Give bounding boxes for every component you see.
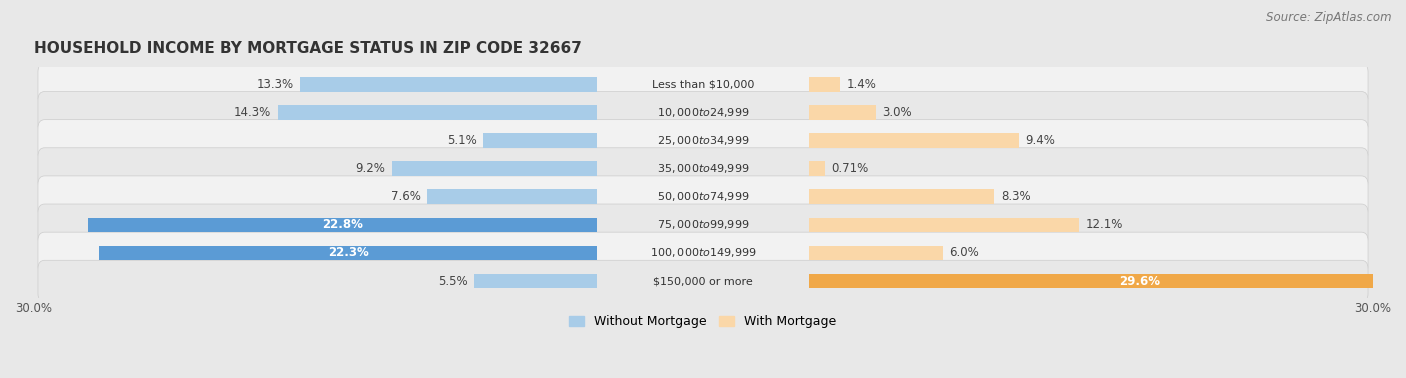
Bar [427, 189, 598, 204]
Text: $100,000 to $149,999: $100,000 to $149,999 [650, 246, 756, 259]
Bar [808, 274, 1406, 288]
Text: 22.3%: 22.3% [328, 246, 368, 259]
Bar [808, 77, 841, 91]
Text: $50,000 to $74,999: $50,000 to $74,999 [657, 190, 749, 203]
Text: 12.1%: 12.1% [1085, 218, 1123, 231]
Text: 22.8%: 22.8% [322, 218, 363, 231]
Bar [301, 77, 598, 91]
Text: 13.3%: 13.3% [256, 78, 294, 91]
Bar [808, 189, 994, 204]
Bar [278, 105, 598, 120]
FancyBboxPatch shape [38, 120, 1368, 161]
Text: 0.71%: 0.71% [831, 162, 869, 175]
Text: $75,000 to $99,999: $75,000 to $99,999 [657, 218, 749, 231]
Text: 1.4%: 1.4% [846, 78, 877, 91]
FancyBboxPatch shape [38, 232, 1368, 274]
FancyBboxPatch shape [38, 204, 1368, 246]
Bar [89, 217, 598, 232]
Text: 7.6%: 7.6% [391, 190, 420, 203]
Text: 5.1%: 5.1% [447, 134, 477, 147]
Legend: Without Mortgage, With Mortgage: Without Mortgage, With Mortgage [564, 310, 842, 333]
Text: Less than $10,000: Less than $10,000 [652, 79, 754, 89]
Text: Source: ZipAtlas.com: Source: ZipAtlas.com [1267, 11, 1392, 24]
FancyBboxPatch shape [38, 91, 1368, 133]
Text: 8.3%: 8.3% [1001, 190, 1031, 203]
Text: 5.5%: 5.5% [437, 274, 468, 288]
Text: 9.2%: 9.2% [356, 162, 385, 175]
Bar [808, 133, 1019, 148]
Bar [474, 274, 598, 288]
FancyBboxPatch shape [38, 64, 1368, 105]
Text: 6.0%: 6.0% [949, 246, 980, 259]
Text: 29.6%: 29.6% [1119, 274, 1160, 288]
Text: 3.0%: 3.0% [883, 106, 912, 119]
Bar [808, 246, 943, 260]
FancyBboxPatch shape [38, 176, 1368, 217]
Bar [808, 161, 825, 176]
Bar [808, 105, 876, 120]
Bar [100, 246, 598, 260]
Text: HOUSEHOLD INCOME BY MORTGAGE STATUS IN ZIP CODE 32667: HOUSEHOLD INCOME BY MORTGAGE STATUS IN Z… [34, 42, 581, 56]
Bar [484, 133, 598, 148]
Text: $10,000 to $24,999: $10,000 to $24,999 [657, 106, 749, 119]
Text: 9.4%: 9.4% [1025, 134, 1056, 147]
Text: $35,000 to $49,999: $35,000 to $49,999 [657, 162, 749, 175]
Bar [808, 217, 1078, 232]
Text: $150,000 or more: $150,000 or more [654, 276, 752, 286]
Text: 14.3%: 14.3% [233, 106, 271, 119]
Bar [392, 161, 598, 176]
FancyBboxPatch shape [38, 148, 1368, 189]
FancyBboxPatch shape [38, 260, 1368, 302]
Text: $25,000 to $34,999: $25,000 to $34,999 [657, 134, 749, 147]
